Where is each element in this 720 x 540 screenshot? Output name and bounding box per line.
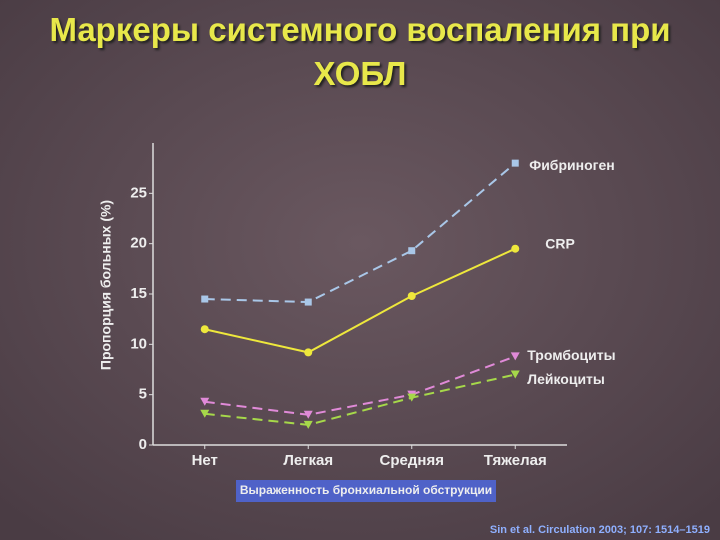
marker (200, 409, 210, 418)
title-box: Маркеры системного воспаления при ХОБЛ (49, 11, 671, 92)
source: Sin et al. Circulation 2003; 107: 1514–1… (490, 524, 710, 536)
x-tick-label: Тяжелая (484, 452, 547, 469)
series-line (204, 355, 516, 416)
marker (303, 410, 313, 419)
y-tick-label: 10 (130, 335, 147, 352)
series-line (204, 373, 516, 426)
marker (304, 298, 312, 306)
marker (511, 159, 519, 167)
marker (201, 295, 209, 303)
series-label: Лейкоциты (527, 371, 605, 387)
y-tick-label: 15 (130, 285, 147, 302)
marker (407, 292, 416, 301)
y-tick-label: 0 (139, 436, 147, 453)
marker (408, 247, 416, 255)
y-tick-label: 5 (139, 386, 147, 403)
y-axis-label: Пропорция больных (%) (98, 200, 114, 370)
series-line (204, 247, 516, 354)
marker (304, 348, 313, 357)
marker (511, 244, 520, 253)
series-label: Тромбоциты (527, 347, 615, 363)
marker (407, 393, 417, 402)
y-tick-label: 25 (130, 184, 147, 201)
series-line (204, 162, 516, 304)
x-tick-label: Легкая (283, 452, 333, 469)
x-label-box (236, 480, 496, 502)
marker (303, 420, 313, 429)
x-tick-label: Средняя (380, 452, 444, 469)
marker (510, 370, 520, 379)
series-label: CRP (545, 235, 575, 251)
marker (200, 325, 209, 334)
chart-title: Маркеры системного воспаления при ХОБЛ (49, 11, 671, 92)
marker (200, 397, 210, 406)
x-axis-label: Выраженность бронхиальной обструкции (240, 483, 492, 497)
x-tick-label: Нет (192, 452, 218, 469)
y-tick-label: 20 (130, 235, 147, 252)
marker (510, 352, 520, 361)
series-label: Фибриноген (529, 157, 614, 173)
